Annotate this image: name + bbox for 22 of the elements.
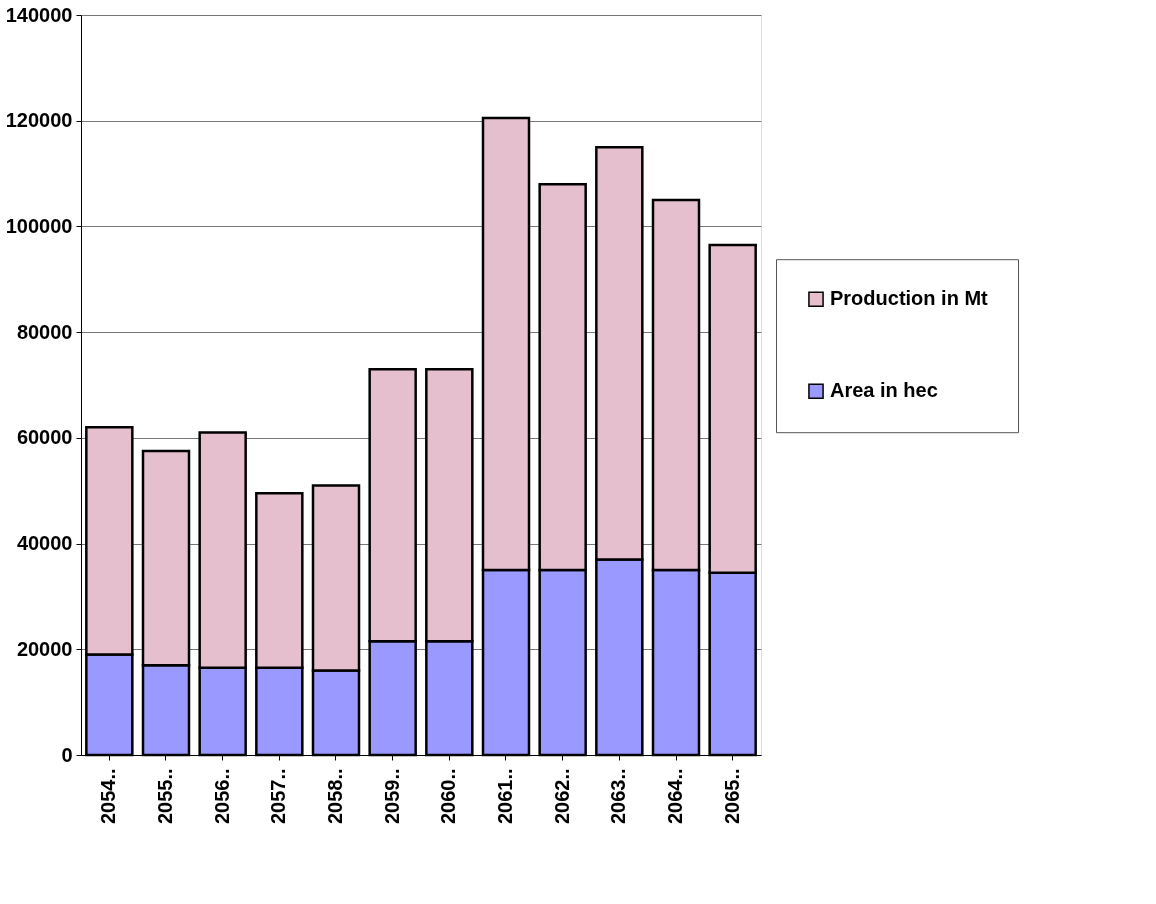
x-tick-label: 2062.. <box>550 768 573 825</box>
x-tick-label: 2058.. <box>324 768 346 825</box>
y-tick-label: 100000 <box>5 214 73 237</box>
x-tick-label: 2054.. <box>97 768 120 825</box>
y-tick-label: 140000 <box>5 3 73 26</box>
x-tick-label: 2055.. <box>154 768 176 825</box>
legend-label: Area in hec <box>830 379 938 402</box>
x-tick-label: 2059.. <box>380 768 403 825</box>
y-tick-label: 0 <box>61 743 73 766</box>
y-tick-label: 80000 <box>16 320 73 343</box>
y-tick-label: 120000 <box>5 109 73 132</box>
x-tick-label: 2060.. <box>437 768 460 825</box>
x-tick-label: 2056.. <box>210 768 233 825</box>
x-tick-label: 2061.. <box>494 768 516 825</box>
legend-label: Production in Mt <box>830 287 989 310</box>
x-tick-label: 2065.. <box>720 768 743 825</box>
x-tick-label: 2064.. <box>664 768 686 825</box>
x-tick-label: 2063.. <box>607 768 630 825</box>
y-tick-label: 20000 <box>16 637 73 660</box>
y-tick-label: 40000 <box>16 532 73 555</box>
y-tick-label: 60000 <box>16 426 73 449</box>
x-tick-label: 2057.. <box>267 768 290 825</box>
